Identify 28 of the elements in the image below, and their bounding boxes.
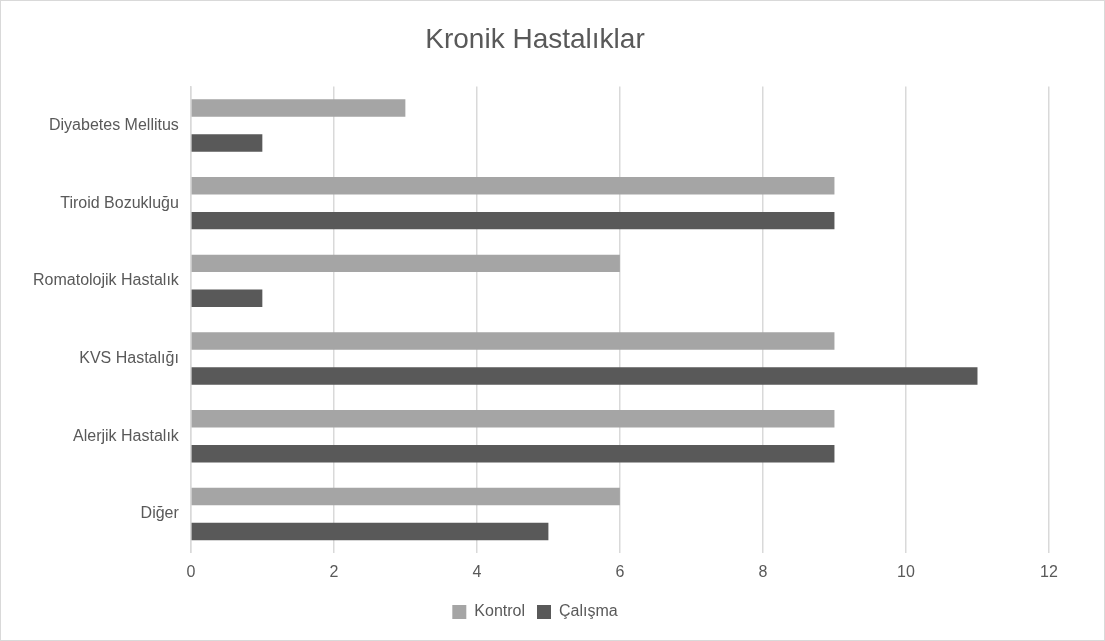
- y-tick-label: Diyabetes Mellitus: [49, 115, 179, 133]
- chart-title: Kronik Hastalıklar: [425, 22, 645, 54]
- legend-label: Kontrol: [474, 602, 526, 620]
- bar: [191, 99, 406, 117]
- bar: [191, 332, 835, 350]
- bar: [191, 134, 263, 152]
- x-tick-label: 0: [186, 562, 196, 580]
- bar: [191, 367, 978, 385]
- bar: [191, 410, 835, 428]
- y-tick-label: Romatolojik Hastalık: [33, 271, 180, 289]
- y-tick-label: Diğer: [140, 504, 180, 522]
- bar: [191, 176, 835, 195]
- x-tick-label: 10: [897, 562, 915, 580]
- bar: [191, 487, 620, 506]
- x-tick-label: 8: [758, 562, 768, 580]
- bar: [191, 522, 549, 541]
- x-tick-label: 12: [1040, 562, 1058, 580]
- bar: [191, 289, 263, 308]
- bar: [191, 211, 835, 230]
- x-tick-label: 4: [472, 562, 482, 580]
- legend-label: Çalışma: [559, 602, 618, 620]
- y-tick-label: KVS Hastalığı: [79, 348, 179, 366]
- bar: [191, 254, 620, 273]
- x-tick-label: 2: [329, 562, 339, 580]
- y-tick-label: Alerjik Hastalık: [73, 426, 180, 444]
- x-tick-label: 6: [615, 562, 625, 580]
- bar: [191, 444, 835, 463]
- y-tick-label: Tiroid Bozukluğu: [60, 193, 179, 211]
